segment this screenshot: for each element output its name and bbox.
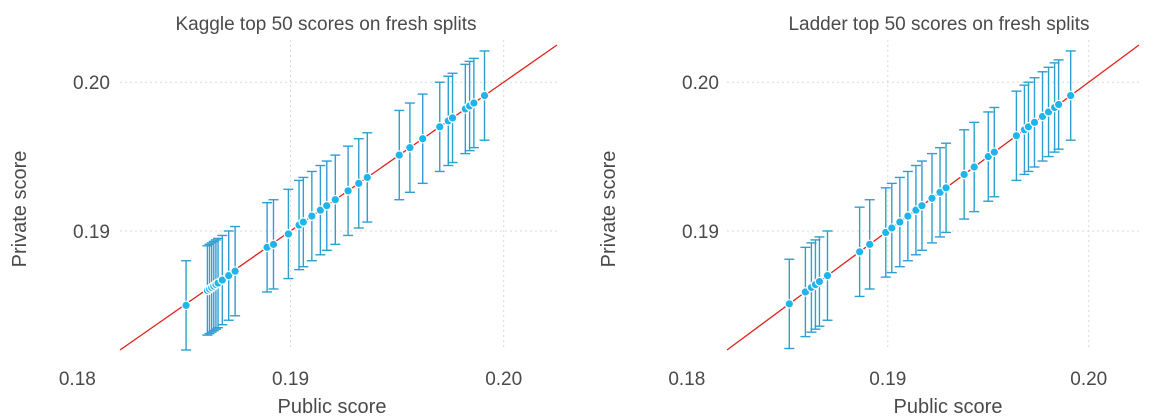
x-tick-label: 0.20 <box>1070 369 1107 390</box>
data-point <box>989 147 1000 157</box>
data-point <box>479 90 490 101</box>
data-point <box>917 200 927 211</box>
x-tick-label: 0.20 <box>485 369 522 390</box>
data-point <box>283 229 294 239</box>
data-point <box>223 270 234 281</box>
x-tick-label: 0.18 <box>668 369 705 390</box>
y-axis-label: Private score <box>9 151 31 268</box>
data-point <box>315 205 326 215</box>
data-point <box>217 275 228 285</box>
data-point <box>814 276 825 287</box>
data-point <box>405 142 415 153</box>
chart-title: Ladder top 50 scores on fresh splits <box>788 14 1089 35</box>
data-point <box>969 162 979 172</box>
data-point <box>1065 90 1076 101</box>
data-point <box>886 223 897 233</box>
chart-panel-kaggle: Kaggle top 50 scores on fresh splits Pub… <box>9 14 558 418</box>
data-point <box>854 247 865 257</box>
data-point <box>417 133 428 144</box>
data-point <box>353 178 364 189</box>
data-point <box>268 239 279 250</box>
data-point <box>181 300 191 311</box>
data-point <box>447 113 458 123</box>
x-axis-label: Public score <box>894 396 1003 418</box>
data-point <box>895 217 905 227</box>
x-tick-label: 0.19 <box>272 369 309 390</box>
x-tick-label: 0.18 <box>59 369 96 390</box>
x-axis-label: Public score <box>278 396 387 418</box>
data-point <box>321 200 332 211</box>
data-point <box>1053 99 1064 110</box>
data-point <box>903 211 913 221</box>
x-tick-label: 0.19 <box>869 369 906 390</box>
data-point <box>343 186 353 196</box>
chart-panel-ladder: Ladder top 50 scores on fresh splits Pub… <box>598 14 1140 418</box>
y-tick-label: 0.19 <box>682 222 719 243</box>
data-point <box>822 270 833 281</box>
data-point <box>298 217 309 227</box>
data-point <box>1011 130 1022 141</box>
y-axis-label: Private score <box>598 151 620 268</box>
data-point <box>959 169 969 180</box>
data-point <box>362 172 373 183</box>
y-tick-label: 0.19 <box>73 222 110 243</box>
chart-title: Kaggle top 50 scores on fresh splits <box>175 14 476 35</box>
data-point <box>434 122 445 132</box>
data-point <box>927 193 937 204</box>
y-tick-label: 0.20 <box>73 73 110 94</box>
data-point <box>864 239 875 250</box>
data-point <box>784 299 795 309</box>
data-point <box>394 150 405 160</box>
data-point <box>1029 117 1040 128</box>
data-point <box>330 194 341 205</box>
data-point <box>941 183 951 193</box>
data-point <box>469 98 479 108</box>
data-point <box>307 211 317 221</box>
data-point <box>230 266 240 276</box>
y-tick-label: 0.20 <box>682 73 719 94</box>
